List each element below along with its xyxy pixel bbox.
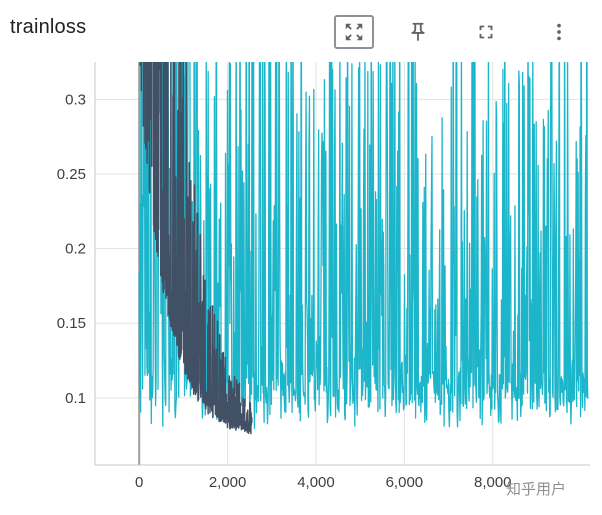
y-tick-label: 0.3 <box>65 91 86 108</box>
fit-to-data-icon <box>345 23 363 41</box>
series-run-cyan <box>138 62 589 430</box>
chart-title: trainloss <box>10 16 87 38</box>
pin-button[interactable] <box>405 19 431 45</box>
y-tick-label: 0.15 <box>57 315 86 332</box>
more-options-button[interactable] <box>546 19 572 45</box>
y-tick-label: 0.2 <box>65 241 86 258</box>
fit-domain-button[interactable] <box>334 15 374 49</box>
watermark: 知乎用户 <box>506 481 567 498</box>
y-tick-label: 0.1 <box>65 390 86 407</box>
more-vert-icon <box>557 23 561 41</box>
pin-icon <box>411 22 425 42</box>
series-run-dark <box>139 62 253 435</box>
x-tick-label: 2,000 <box>209 474 247 491</box>
fullscreen-button[interactable] <box>473 19 499 45</box>
x-tick-label: 8,000 <box>474 474 512 491</box>
x-tick-label: 4,000 <box>297 474 335 491</box>
x-tick-label: 0 <box>135 474 143 491</box>
x-tick-label: 6,000 <box>386 474 424 491</box>
y-tick-label: 0.25 <box>57 166 86 183</box>
fullscreen-icon <box>479 25 493 39</box>
card-header: trainloss <box>0 0 602 56</box>
